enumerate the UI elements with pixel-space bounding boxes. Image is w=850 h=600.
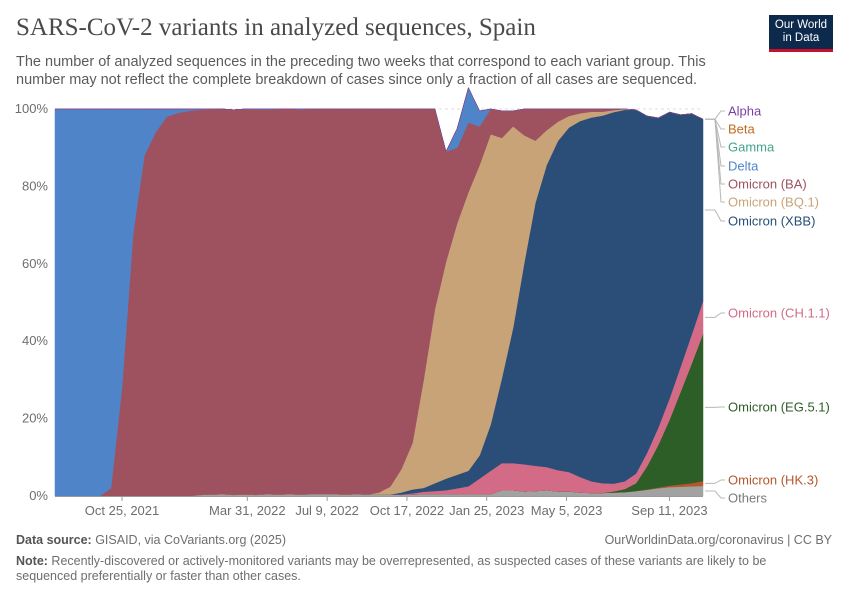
legend-label: Others [728, 491, 768, 506]
y-tick-label: 80% [22, 178, 48, 193]
chart-subtitle: The number of analyzed sequences in the … [16, 54, 706, 88]
footer-url: OurWorldinData.org/coronavirus | CC BY [605, 533, 832, 547]
chart-note: Note: Recently-discovered or actively-mo… [16, 554, 806, 584]
legend-label: Omicron (HK.3) [728, 473, 818, 488]
legend-connector [705, 209, 725, 222]
area-layers [54, 86, 704, 497]
legend-label: Omicron (BQ.1) [728, 195, 819, 210]
y-axis-ticks: 0% 20% 40% 60% 80% 100% [15, 101, 49, 503]
x-tick-label: Jul 9, 2022 [295, 503, 359, 518]
note-text: Recently-discovered or actively-monitore… [16, 554, 767, 583]
x-tick-label: Mar 31, 2022 [209, 503, 286, 518]
legend-connector [705, 118, 725, 167]
source-link[interactable]: OurWorldinData.org/coronavirus [604, 533, 784, 547]
x-tick-label: Sep 11, 2023 [631, 503, 707, 518]
legend-label: Gamma [728, 140, 775, 155]
legend-connector [705, 479, 725, 484]
legend-label: Omicron (EG.5.1) [728, 400, 830, 415]
legend-label: Omicron (XBB) [728, 214, 815, 229]
logo-line-2: in Data [782, 32, 820, 44]
legend-label: Delta [728, 159, 759, 174]
legend-connector [705, 312, 725, 318]
data-source: Data source: GISAID, via CoVariants.org … [16, 533, 286, 547]
source-label: Data source: [16, 533, 92, 547]
y-tick-label: 0% [29, 488, 48, 503]
x-axis-ticks: Oct 25, 2021 Mar 31, 2022 Jul 9, 2022 Oct 1… [55, 496, 708, 518]
legend-label: Alpha [728, 104, 762, 119]
x-tick-label: Oct 25, 2021 [85, 503, 159, 518]
area-alpha [55, 86, 704, 153]
legend-label: Beta [728, 122, 756, 137]
legend-connector [705, 110, 725, 120]
legend: Alpha Beta Gamma Delta Omicron (BA) Omicron (… [705, 104, 830, 506]
y-tick-label: 60% [22, 256, 48, 271]
y-tick-label: 20% [22, 411, 48, 426]
legend-connector [705, 490, 725, 499]
chart-title: SARS-CoV-2 variants in analyzed sequence… [16, 14, 536, 41]
legend-label: Omicron (CH.1.1) [728, 306, 830, 321]
legend-label: Omicron (BA) [728, 177, 807, 192]
x-tick-label: Jan 25, 2023 [449, 503, 524, 518]
license-text: | CC BY [783, 533, 832, 547]
note-label: Note: [16, 554, 48, 568]
y-tick-label: 40% [22, 333, 48, 348]
source-text: GISAID, via CoVariants.org (2025) [91, 533, 287, 547]
y-tick-label: 100% [15, 101, 49, 116]
x-tick-label: May 5, 2023 [531, 503, 603, 518]
logo-line-1: Our World [774, 19, 828, 31]
legend-connector [705, 118, 725, 203]
owid-logo[interactable]: Our World in Data [769, 15, 833, 52]
x-tick-label: Oct 17, 2022 [370, 503, 444, 518]
